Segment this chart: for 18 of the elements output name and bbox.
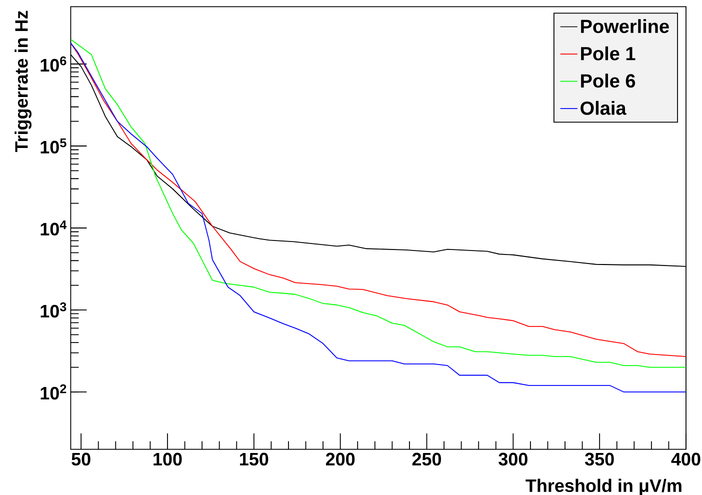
x-tick-label: 400 bbox=[671, 452, 700, 466]
y-tick-label: 10$^{2}$ bbox=[40, 384, 66, 400]
y-tick-label: 10$^{5}$ bbox=[40, 138, 66, 154]
legend-label: Olaia bbox=[580, 100, 626, 115]
legend-label: Pole 6 bbox=[581, 74, 636, 88]
x-tick-label: 200 bbox=[326, 452, 355, 466]
x-tick-label: 350 bbox=[584, 452, 614, 466]
x-tick-label: 100 bbox=[154, 452, 182, 466]
y-tick-label: 10$^{6}$ bbox=[40, 56, 66, 72]
y-tick-label: 10$^{4}$ bbox=[40, 220, 67, 236]
x-tick-label: 250 bbox=[412, 452, 442, 466]
x-tick-label: 50 bbox=[72, 452, 90, 466]
x-tick-label: 150 bbox=[240, 452, 268, 466]
y-axis-title: Triggerrate in Hz bbox=[14, 10, 32, 152]
y-tick-label: 10$^{3}$ bbox=[40, 302, 66, 318]
legend-label: Pole 1 bbox=[581, 46, 636, 60]
legend-label: Powerline bbox=[581, 19, 669, 34]
x-tick-label: 300 bbox=[498, 452, 528, 466]
